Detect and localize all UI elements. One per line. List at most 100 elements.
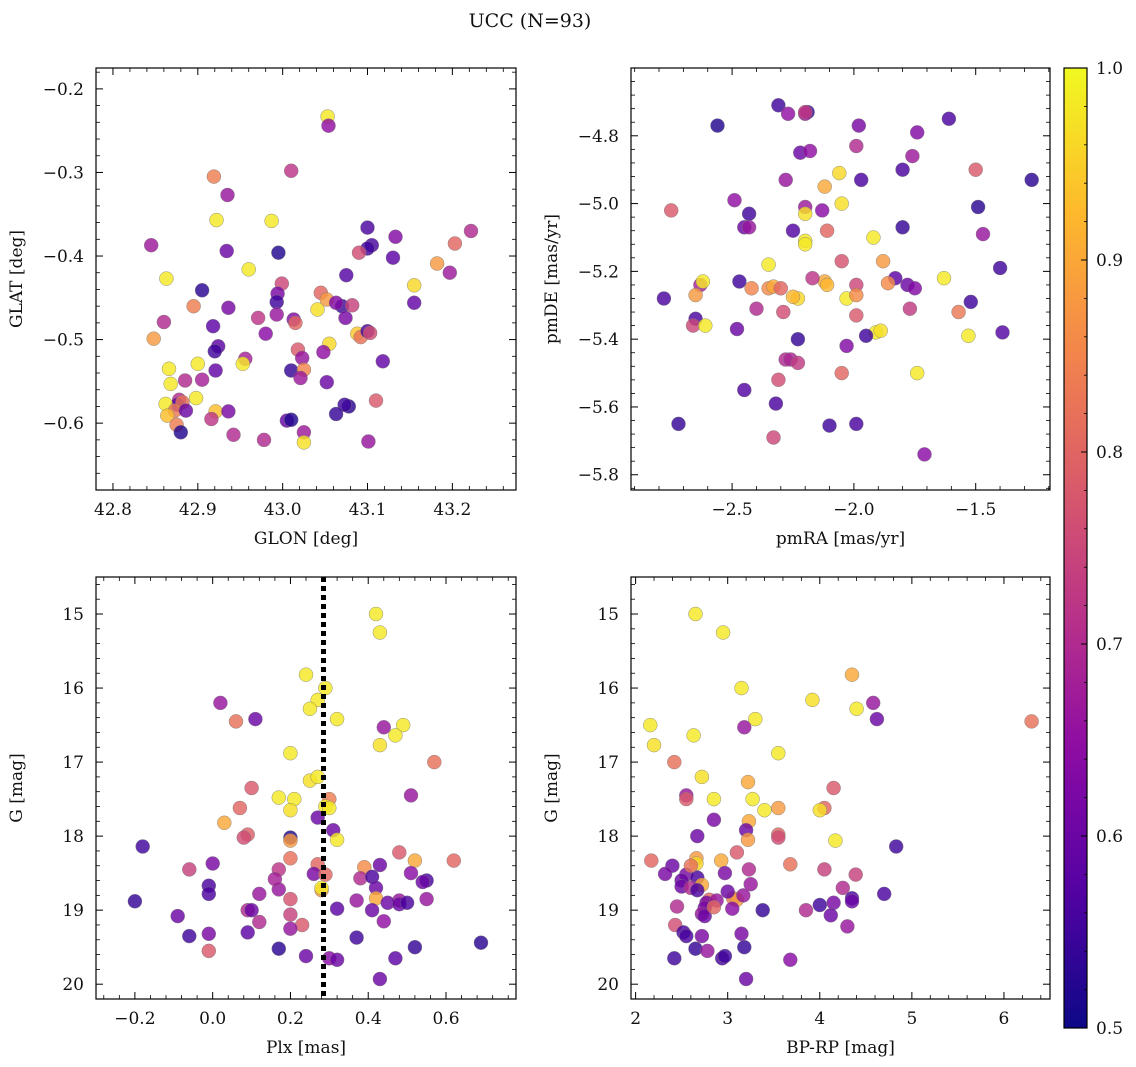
scatter-point — [288, 315, 303, 331]
scatter-point — [372, 971, 388, 987]
scatter-point — [683, 858, 699, 873]
scatter-point — [823, 908, 838, 923]
scatter-point — [771, 372, 786, 387]
figure-title: UCC (N=93) — [469, 10, 592, 32]
scatter-point — [815, 203, 830, 218]
y-tick-label: 16 — [62, 679, 84, 699]
scatter-point — [177, 373, 193, 388]
scatter-point — [1024, 172, 1039, 188]
scatter-point — [376, 914, 391, 929]
scatter-point — [1024, 714, 1039, 729]
scatter-point — [992, 260, 1008, 276]
scatter-point — [329, 901, 345, 916]
y-tick-label: −5.6 — [578, 398, 619, 418]
scatter-point — [248, 711, 263, 727]
scatter-point — [399, 895, 415, 910]
scatter-point — [740, 774, 756, 790]
scatter-point — [205, 856, 220, 871]
scatter-point — [283, 746, 298, 761]
scatter-point — [706, 812, 722, 827]
scatter-point — [771, 800, 786, 816]
panel-glon-glat: 42.8 42.9 43.0 43.1 43.2 −0.2 −0.3 −0.4 −0.5 −0.6… — [7, 67, 517, 549]
x-axis-label: GLON [deg] — [254, 529, 358, 549]
scatter-point — [319, 375, 334, 390]
scatter-point — [135, 839, 150, 854]
scatter-point — [321, 118, 336, 133]
scatter-point — [729, 845, 745, 860]
scatter-point — [851, 118, 866, 133]
scatter-point — [271, 245, 286, 260]
scatter-point — [832, 165, 847, 181]
scatter-panels: 42.8 42.9 43.0 43.1 43.2 −0.2 −0.3 −0.4 −0.5 −0.6… — [7, 67, 1051, 1058]
scatter-point — [840, 919, 855, 934]
scatter-point — [688, 606, 703, 622]
y-tick-label: 17 — [597, 753, 619, 773]
scatter-point — [269, 294, 284, 310]
scatter-point — [143, 237, 159, 253]
scatter-point — [392, 845, 407, 860]
scatter-point — [160, 408, 175, 423]
scatter-point — [778, 172, 793, 188]
scatter-point — [329, 711, 345, 727]
scatter-point — [694, 928, 710, 944]
y-tick-label: −0.5 — [43, 331, 84, 351]
scatter-point — [221, 300, 236, 315]
scatter-point — [995, 325, 1010, 340]
scatter-point — [328, 295, 344, 310]
scatter-point — [201, 886, 217, 902]
x-tick-label: 3 — [722, 1009, 733, 1029]
scatter-point — [729, 321, 745, 337]
y-tick-label: 20 — [62, 975, 84, 995]
scatter-point — [182, 862, 197, 877]
scatter-point — [337, 397, 352, 412]
scatter-point — [368, 606, 384, 622]
scatter-point — [403, 865, 419, 881]
scatter-point — [798, 903, 814, 918]
scatter-point — [798, 206, 813, 222]
scatter-point — [822, 418, 837, 433]
scatter-point — [757, 803, 772, 818]
scatter-point — [360, 220, 375, 235]
scatter-point — [217, 815, 232, 830]
scatter-point — [284, 412, 299, 427]
scatter-point — [190, 356, 206, 371]
scatter-point — [427, 754, 442, 770]
x-tick-label: 5 — [906, 1009, 917, 1029]
scatter-point — [188, 390, 204, 406]
scatter-point — [690, 883, 705, 898]
y-tick-label: 15 — [62, 605, 84, 625]
scatter-point — [951, 304, 966, 320]
y-tick-label: −5.2 — [578, 262, 619, 282]
scatter-point — [755, 903, 770, 918]
scatter-point — [834, 365, 849, 381]
scatter-point — [869, 711, 885, 727]
scatter-point — [783, 857, 798, 872]
scatter-point — [873, 323, 888, 338]
scatter-point — [173, 425, 189, 440]
x-axis-label: pmRA [mas/yr] — [776, 529, 905, 549]
y-tick-label: −4.8 — [578, 127, 619, 147]
scatter-point — [283, 921, 298, 936]
scatter-point — [970, 199, 986, 215]
scatter-point — [298, 667, 314, 682]
scatter-point — [298, 948, 314, 964]
scatter-point — [748, 711, 763, 727]
scatter-point — [854, 172, 869, 188]
scatter-point — [690, 828, 705, 844]
scatter-point — [643, 717, 658, 733]
scatter-point — [686, 728, 701, 743]
scatter-point — [698, 318, 713, 333]
scatter-point — [766, 430, 781, 445]
scatter-point — [936, 271, 952, 286]
scatter-point — [161, 361, 177, 376]
colorbar-tick-label: 0.5 — [1096, 1019, 1123, 1039]
scatter-point — [848, 867, 863, 882]
scatter-point — [364, 903, 380, 918]
scatter-point — [738, 971, 754, 987]
scatter-point — [667, 951, 682, 966]
scatter-point — [664, 203, 679, 218]
scatter-point — [388, 951, 403, 966]
scatter-point — [345, 298, 360, 313]
scatter-point — [293, 370, 308, 386]
scatter-point — [700, 943, 715, 959]
